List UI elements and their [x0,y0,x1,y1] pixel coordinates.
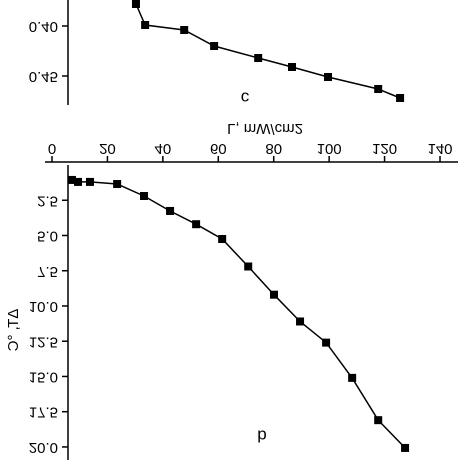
data-point [141,21,150,29]
y-tick-label: 0.45 [29,68,58,85]
data-point [218,235,227,244]
x-axis-label: L, mW/cm2 [227,120,303,137]
data-point [348,373,357,382]
data-point [180,26,189,34]
data-point [140,192,149,201]
data-point [296,317,305,326]
data-line [71,179,406,449]
y-tick-label: 20.0 [29,439,58,456]
data-point [85,177,94,186]
data-point [374,85,383,93]
x-tick-label: 0 [48,140,56,157]
data-point [401,443,410,452]
data-point [131,0,140,9]
y-tick-label: 10.0 [29,298,58,315]
data-point [67,175,76,184]
y-axis-label: ΔT, °C [5,309,22,352]
x-tick-label: 140 [427,140,452,157]
y-tick-label: 15.0 [29,368,58,385]
data-point [374,416,383,425]
y-tick-label: 7.5 [37,263,58,280]
y-tick-label: 12.5 [29,333,58,350]
x-tick-label: 60 [210,140,227,157]
data-point [396,94,405,102]
y-tick-label: 17.5 [29,404,58,421]
data-point [244,262,253,271]
data-point [269,290,278,299]
x-tick-label: 20 [99,140,116,157]
x-tick-label: 100 [317,140,342,157]
y-tick-label: 5.0 [37,228,58,245]
data-line [135,3,401,99]
data-point [254,54,263,62]
data-point [288,63,297,71]
x-tick-label: 40 [155,140,172,157]
data-point [322,338,331,347]
data-point [74,177,83,186]
x-tick-label: 80 [265,140,282,157]
data-point [113,180,122,189]
x-tick-label: 120 [372,140,397,157]
data-point [210,42,219,50]
y-tick-label: 0.40 [29,18,58,35]
data-point [192,220,201,229]
data-point [324,73,333,81]
data-point [166,206,175,215]
panel-label: b [257,427,266,446]
y-tick-label: 2.5 [37,192,58,209]
panel-label: c [241,89,250,108]
